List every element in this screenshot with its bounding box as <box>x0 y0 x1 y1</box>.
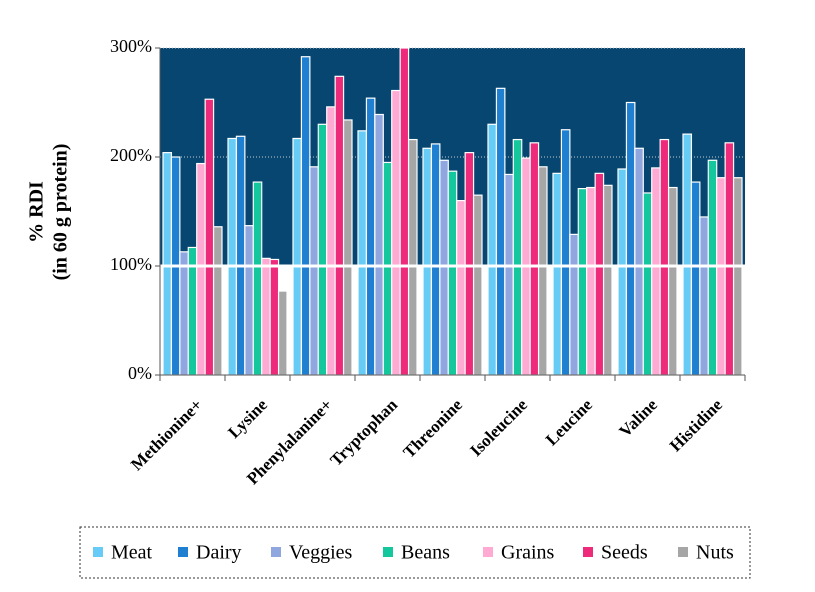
bar <box>625 101 636 376</box>
legend-label: Grains <box>501 542 555 564</box>
bar <box>594 172 605 376</box>
legend-label: Beans <box>401 542 450 564</box>
bar <box>682 133 693 376</box>
x-tick-label: Valine <box>615 395 661 441</box>
legend-swatch <box>483 547 493 557</box>
legend-swatch <box>93 547 103 557</box>
bar <box>659 138 670 376</box>
bar <box>651 167 661 376</box>
legend-label: Nuts <box>696 542 734 564</box>
bar <box>537 166 548 376</box>
bar <box>235 135 246 376</box>
bar <box>407 138 418 376</box>
bar <box>334 75 345 376</box>
x-tick-label: Lysine <box>224 395 271 442</box>
bar <box>495 87 506 376</box>
bar <box>357 130 368 376</box>
bar <box>487 123 498 376</box>
bar <box>602 184 613 376</box>
bar <box>374 113 384 376</box>
bar <box>512 138 523 376</box>
legend-swatch <box>583 547 593 557</box>
bar <box>716 177 726 376</box>
bar <box>365 97 376 376</box>
bar <box>326 106 336 376</box>
y-tick-label: 200% <box>110 145 152 165</box>
x-tick-label: Isoleucine <box>466 395 531 460</box>
bar <box>560 129 571 376</box>
bar <box>261 257 271 376</box>
legend-label: Veggies <box>289 542 353 564</box>
bar <box>586 186 596 376</box>
x-tick-label: Methionine+ <box>127 395 206 474</box>
bar <box>472 194 483 376</box>
bar <box>642 192 653 376</box>
bar <box>690 181 701 376</box>
legend-swatch <box>178 547 188 557</box>
bar <box>227 137 238 376</box>
bar <box>430 143 441 376</box>
bar <box>529 142 540 376</box>
bar <box>569 233 579 376</box>
bar <box>204 98 215 376</box>
y-axis-label: % RDI <box>26 181 48 243</box>
bar <box>342 119 353 376</box>
bar <box>634 147 644 376</box>
legend-box <box>79 526 751 579</box>
bar <box>732 177 743 376</box>
legend-label: Dairy <box>196 542 242 564</box>
bar <box>456 200 466 376</box>
legend-swatch <box>271 547 281 557</box>
x-tick-label: Leucine <box>542 395 596 449</box>
x-tick-label: Tryptophan <box>326 395 401 470</box>
bar <box>196 162 206 376</box>
bar <box>724 142 735 376</box>
bar <box>391 89 401 376</box>
bar <box>422 147 433 376</box>
legend-label: Meat <box>111 542 153 564</box>
x-tick-label: Threonine <box>399 395 466 462</box>
bar <box>162 152 173 376</box>
bar <box>179 251 189 376</box>
bar <box>552 172 563 376</box>
bar <box>317 123 328 376</box>
legend-swatch <box>678 547 688 557</box>
y-tick-label: 300% <box>110 36 152 56</box>
bar <box>464 152 475 376</box>
bar <box>399 47 410 376</box>
x-tick-label: Histidine <box>666 395 727 456</box>
legend-swatch <box>383 547 393 557</box>
bar <box>439 159 449 376</box>
bar <box>292 137 303 376</box>
bar <box>212 226 223 376</box>
y-tick-label: 0% <box>128 363 152 383</box>
bar <box>699 216 709 376</box>
bar <box>577 188 588 376</box>
bar <box>504 173 514 376</box>
legend-label: Seeds <box>601 542 648 564</box>
bar <box>382 161 393 376</box>
bar <box>707 159 718 376</box>
bar <box>300 56 311 376</box>
bar <box>269 258 280 376</box>
bar <box>617 168 628 376</box>
bar <box>447 170 458 376</box>
bar <box>277 290 288 376</box>
bar <box>667 186 678 376</box>
y-axis-label: (in 60 g protein) <box>50 144 72 281</box>
bar <box>252 181 263 376</box>
bar <box>309 166 319 376</box>
y-tick-label: 100% <box>110 254 152 274</box>
bar <box>244 225 254 376</box>
